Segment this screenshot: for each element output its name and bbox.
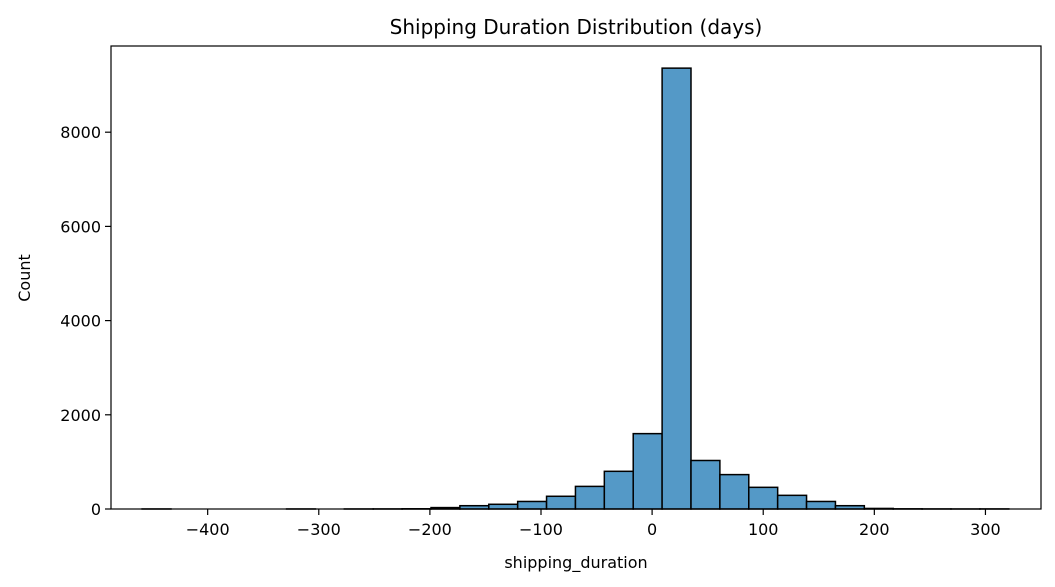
x-tick-label: 0 bbox=[647, 520, 657, 539]
x-tick-label: −300 bbox=[297, 520, 341, 539]
y-axis: 0 2000 4000 6000 8000 bbox=[60, 123, 111, 519]
y-tick-label: 4000 bbox=[60, 312, 101, 331]
histogram-bar bbox=[748, 486, 779, 510]
histogram-bar bbox=[516, 500, 548, 510]
histogram-bar bbox=[488, 503, 519, 510]
x-tick-label: 300 bbox=[970, 520, 1001, 539]
histogram-bar bbox=[632, 432, 663, 510]
x-tick-label: −200 bbox=[408, 520, 452, 539]
histogram-bar bbox=[719, 473, 750, 510]
y-tick-label: 0 bbox=[91, 500, 101, 519]
y-axis-title: Count bbox=[15, 254, 34, 302]
histogram-bar bbox=[661, 67, 692, 510]
histogram-bar bbox=[690, 459, 721, 510]
histogram-bar bbox=[603, 470, 634, 510]
histogram-bar bbox=[805, 500, 837, 510]
y-tick-label: 2000 bbox=[60, 406, 101, 425]
x-tick-label: 100 bbox=[748, 520, 779, 539]
chart-title: Shipping Duration Distribution (days) bbox=[390, 15, 763, 39]
plot-frame bbox=[110, 45, 1042, 510]
x-axis: −400 −300 −200 −100 0 100 200 300 bbox=[186, 509, 1001, 539]
y-tick-label: 8000 bbox=[60, 123, 101, 142]
bars-layer bbox=[141, 67, 1010, 510]
y-tick-label: 6000 bbox=[60, 217, 101, 236]
histogram-bar bbox=[574, 485, 606, 510]
histogram-bar bbox=[545, 495, 577, 510]
x-axis-title: shipping_duration bbox=[504, 553, 647, 573]
x-tick-label: −100 bbox=[519, 520, 563, 539]
histogram-bar bbox=[776, 494, 808, 510]
x-tick-label: −400 bbox=[186, 520, 230, 539]
x-tick-label: 200 bbox=[859, 520, 890, 539]
